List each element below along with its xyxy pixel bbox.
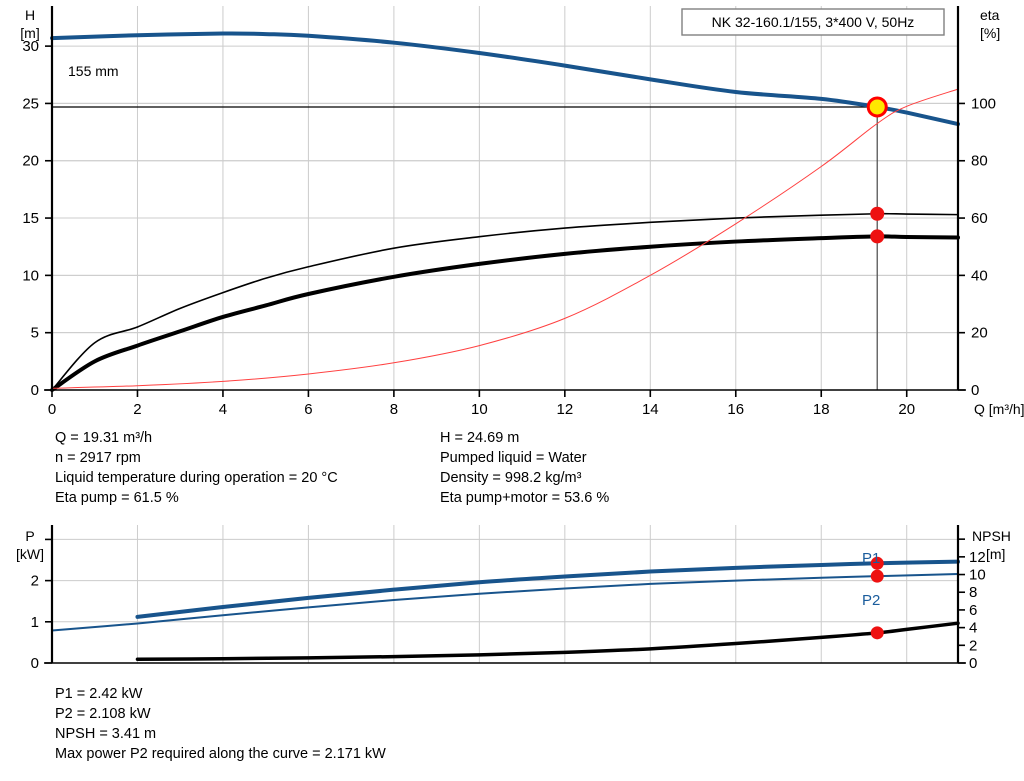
y-axis-left-tick-label: 1	[31, 614, 39, 631]
y-axis-left-unit: [m]	[20, 25, 39, 41]
power-info-line: Max power P2 required along the curve = …	[55, 746, 386, 762]
power-info-line: P1 = 2.42 kW	[55, 686, 143, 702]
x-axis-tick-label: 12	[556, 401, 573, 418]
curve-eta-pump-motor	[50, 234, 960, 392]
y-axis-left-tick-label: 15	[22, 210, 39, 227]
y-axis-left-unit: [kW]	[16, 546, 44, 562]
p1-marker[interactable]	[870, 556, 884, 570]
y-axis-right-title: eta	[980, 7, 1000, 23]
markers-group	[870, 556, 884, 640]
eta-pump-motor-marker[interactable]	[870, 229, 885, 244]
duty-info-line: Eta pump+motor = 53.6 %	[440, 490, 610, 506]
x-axis-tick-label: 8	[390, 401, 398, 418]
axes: 0 5 10 15 20 25 30 0 20 40 60 80 100 0 2 4 6 8 10 12 14 16 18 2…	[20, 6, 1024, 418]
y-axis-right-tick-label: 80	[971, 153, 988, 170]
gridlines	[52, 6, 958, 391]
title-box-label: NK 32-160.1/155, 3*400 V, 50Hz	[712, 14, 915, 30]
x-axis-title: Q [m³/h]	[974, 401, 1024, 417]
x-axis-tick-label: 2	[133, 401, 141, 418]
series-group	[50, 31, 960, 392]
impeller-diameter-label: 155 mm	[68, 63, 119, 79]
y-axis-right-tick-label: 8	[969, 584, 977, 601]
duty-info-line: Pumped liquid = Water	[440, 450, 587, 466]
y-axis-left-tick-label: 20	[22, 153, 39, 170]
y-axis-right-unit: [m]	[986, 546, 1005, 562]
y-axis-right-tick-label: 10	[969, 567, 986, 584]
y-axis-left-title: P	[25, 528, 34, 544]
y-axis-left-tick-label: 5	[31, 325, 39, 342]
power-info-line: P2 = 2.108 kW	[55, 706, 151, 722]
x-axis-tick-label: 6	[304, 401, 312, 418]
series-labels: P1 P2	[862, 550, 880, 609]
x-axis-tick-label: 0	[48, 401, 56, 418]
duty-info-line: H = 24.69 m	[440, 430, 520, 446]
x-axis-tick-label: 4	[219, 401, 227, 418]
y-axis-right-tick-label: 100	[971, 95, 996, 112]
chart-title-box: NK 32-160.1/155, 3*400 V, 50Hz	[681, 8, 945, 36]
y-axis-right-tick-label: 12	[969, 549, 986, 566]
x-axis-tick-label: 10	[471, 401, 488, 418]
curve-npsh	[135, 621, 960, 662]
x-axis-tick-label: 16	[727, 401, 744, 418]
power-info: P1 = 2.42 kW P2 = 2.108 kW NPSH = 3.41 m…	[55, 684, 386, 764]
duty-info-line: Density = 998.2 kg/m³	[440, 470, 582, 486]
y-axis-right-unit: [%]	[980, 25, 1000, 41]
p2-marker[interactable]	[870, 569, 884, 583]
x-axis-tick-label: 18	[813, 401, 830, 418]
curve-p2	[51, 573, 959, 632]
p2-curve-label: P2	[862, 592, 880, 609]
curve-eta-pump	[51, 212, 959, 391]
y-axis-left-tick-label: 10	[22, 267, 39, 284]
y-axis-right-tick-label: 0	[969, 655, 977, 672]
y-axis-right-tick-label: 20	[971, 325, 988, 342]
y-axis-left-tick-label: 0	[31, 382, 39, 399]
x-axis-tick-label: 20	[898, 401, 915, 418]
duty-info-line: Eta pump = 61.5 %	[55, 490, 179, 506]
y-axis-right-tick-label: 40	[971, 267, 988, 284]
y-axis-right-tick-label: 6	[969, 602, 977, 619]
curve-h-head-155-mm-impeller	[50, 31, 960, 127]
head-efficiency-plot: NK 32-160.1/155, 3*400 V, 50Hz0510152025…	[20, 6, 1024, 418]
curve-npsh-scaled	[51, 88, 959, 389]
series-group	[51, 559, 960, 662]
duty-point-info-right: H = 24.69 m Pumped liquid = Water Densit…	[440, 428, 609, 508]
y-axis-right-tick-label: 0	[971, 382, 979, 399]
power-npsh-chart: 0 1 2 0 2 4 6 8 10 12 P [kW] NPSH [m] P1 P2	[0, 515, 1024, 680]
npsh-marker[interactable]	[870, 626, 884, 640]
title-box-frame	[681, 8, 945, 36]
y-axis-left-tick-label: 2	[31, 573, 39, 590]
eta-pump-marker[interactable]	[870, 206, 885, 221]
duty-point-info-left: Q = 19.31 m³/h n = 2917 rpm Liquid tempe…	[55, 428, 338, 508]
markers-group	[866, 96, 888, 244]
y-axis-left-tick-label: 0	[31, 655, 39, 672]
head-efficiency-chart: NK 32-160.1/155, 3*400 V, 50Hz 0 5 10 15 20 25…	[20, 6, 1024, 418]
duty-info-line: Liquid temperature during operation = 20…	[55, 470, 338, 486]
y-axis-right-tick-label: 4	[969, 620, 977, 637]
duty-point[interactable]	[866, 96, 888, 118]
p1-curve-label: P1	[862, 550, 880, 567]
y-axis-right-tick-label: 60	[971, 210, 988, 227]
duty-point-guides	[52, 106, 878, 390]
curve-p1	[135, 559, 960, 619]
power-info-line: NPSH = 3.41 m	[55, 726, 157, 742]
y-axis-left-tick-label: 30	[22, 38, 39, 55]
y-axis-right-title: NPSH	[972, 528, 1011, 544]
y-axis-right-tick-label: 2	[969, 637, 977, 654]
y-axis-left-tick-label: 25	[22, 95, 39, 112]
y-axis-left-title: H	[25, 7, 35, 23]
duty-info-line: n = 2917 rpm	[55, 450, 141, 466]
duty-info-line: Q = 19.31 m³/h	[55, 430, 153, 446]
x-axis-tick-label: 14	[642, 401, 659, 418]
gridlines	[52, 525, 958, 664]
